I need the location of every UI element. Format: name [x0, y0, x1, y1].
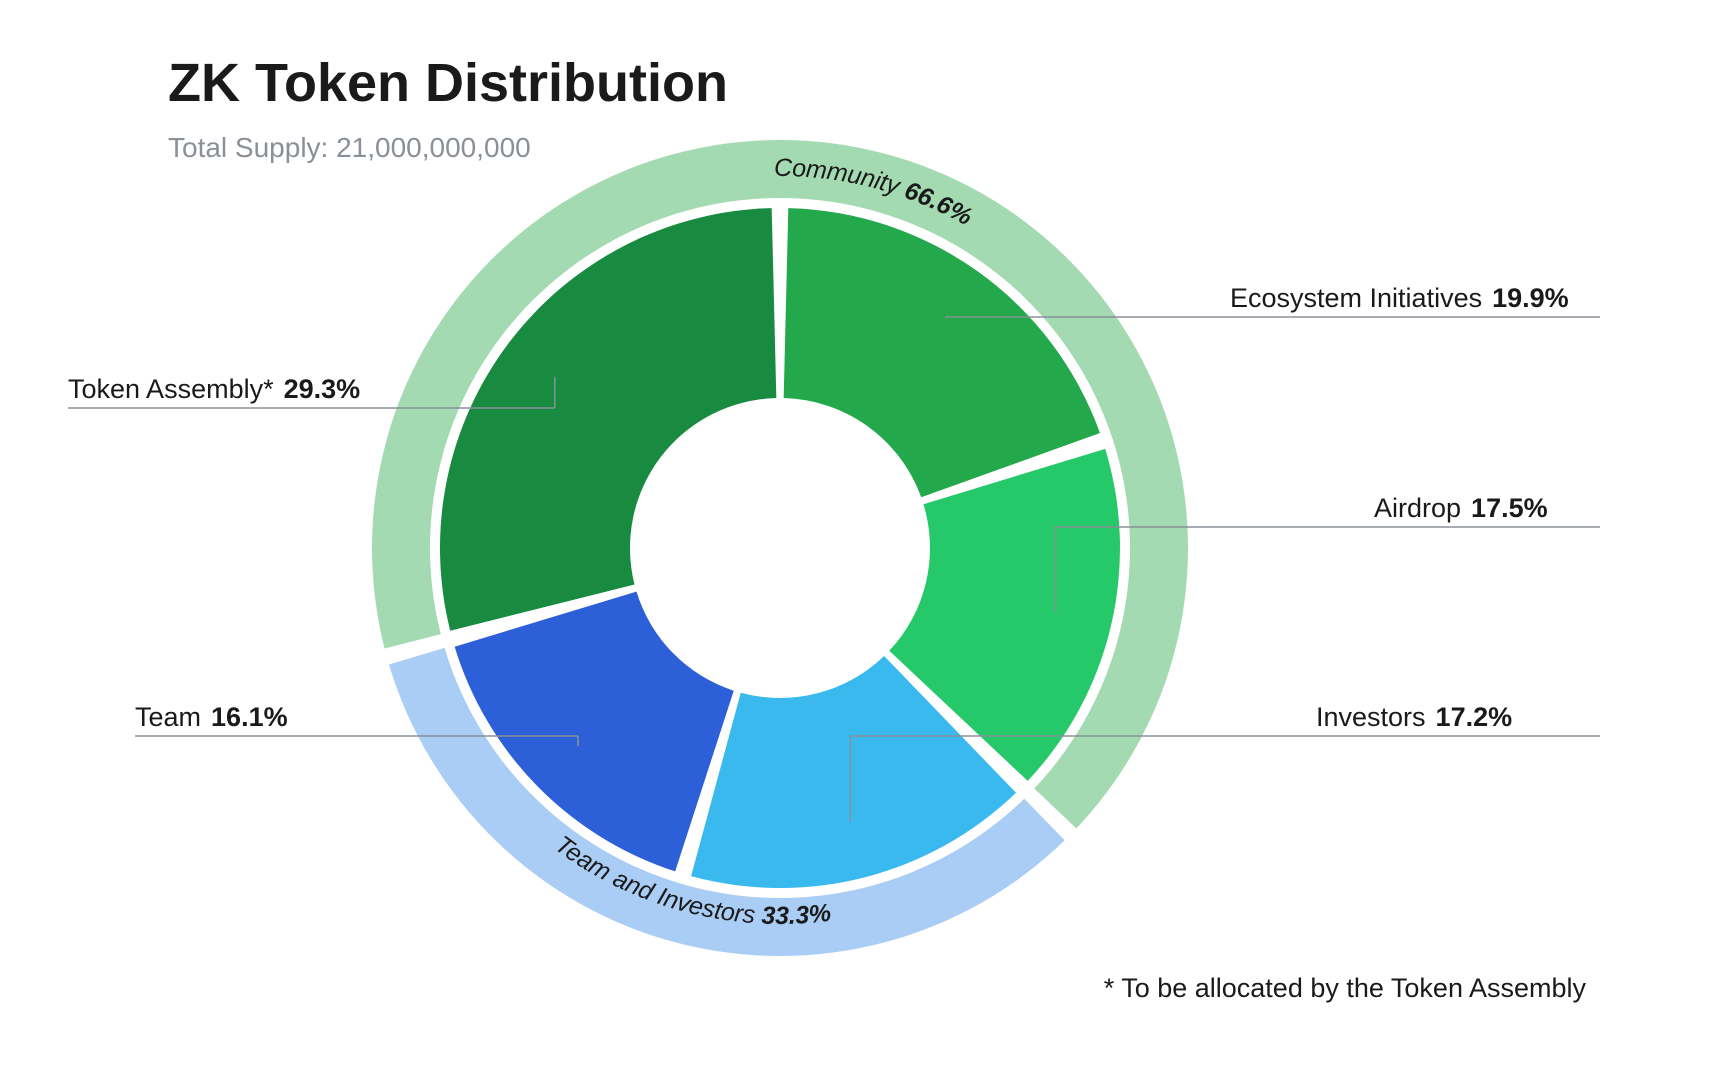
slice-label-airdrop: Airdrop17.5% — [1374, 493, 1548, 524]
donut-chart: Community 66.6%Team and Investors 33.3% — [0, 0, 1726, 1069]
slice-label-tokenassembly: Token Assembly*29.3% — [68, 374, 360, 405]
footnote: * To be allocated by the Token Assembly — [1104, 973, 1586, 1004]
slice-label-investors: Investors17.2% — [1316, 702, 1512, 733]
slice-label-team: Team16.1% — [135, 702, 288, 733]
slice-label-ecosystem: Ecosystem Initiatives19.9% — [1230, 283, 1569, 314]
